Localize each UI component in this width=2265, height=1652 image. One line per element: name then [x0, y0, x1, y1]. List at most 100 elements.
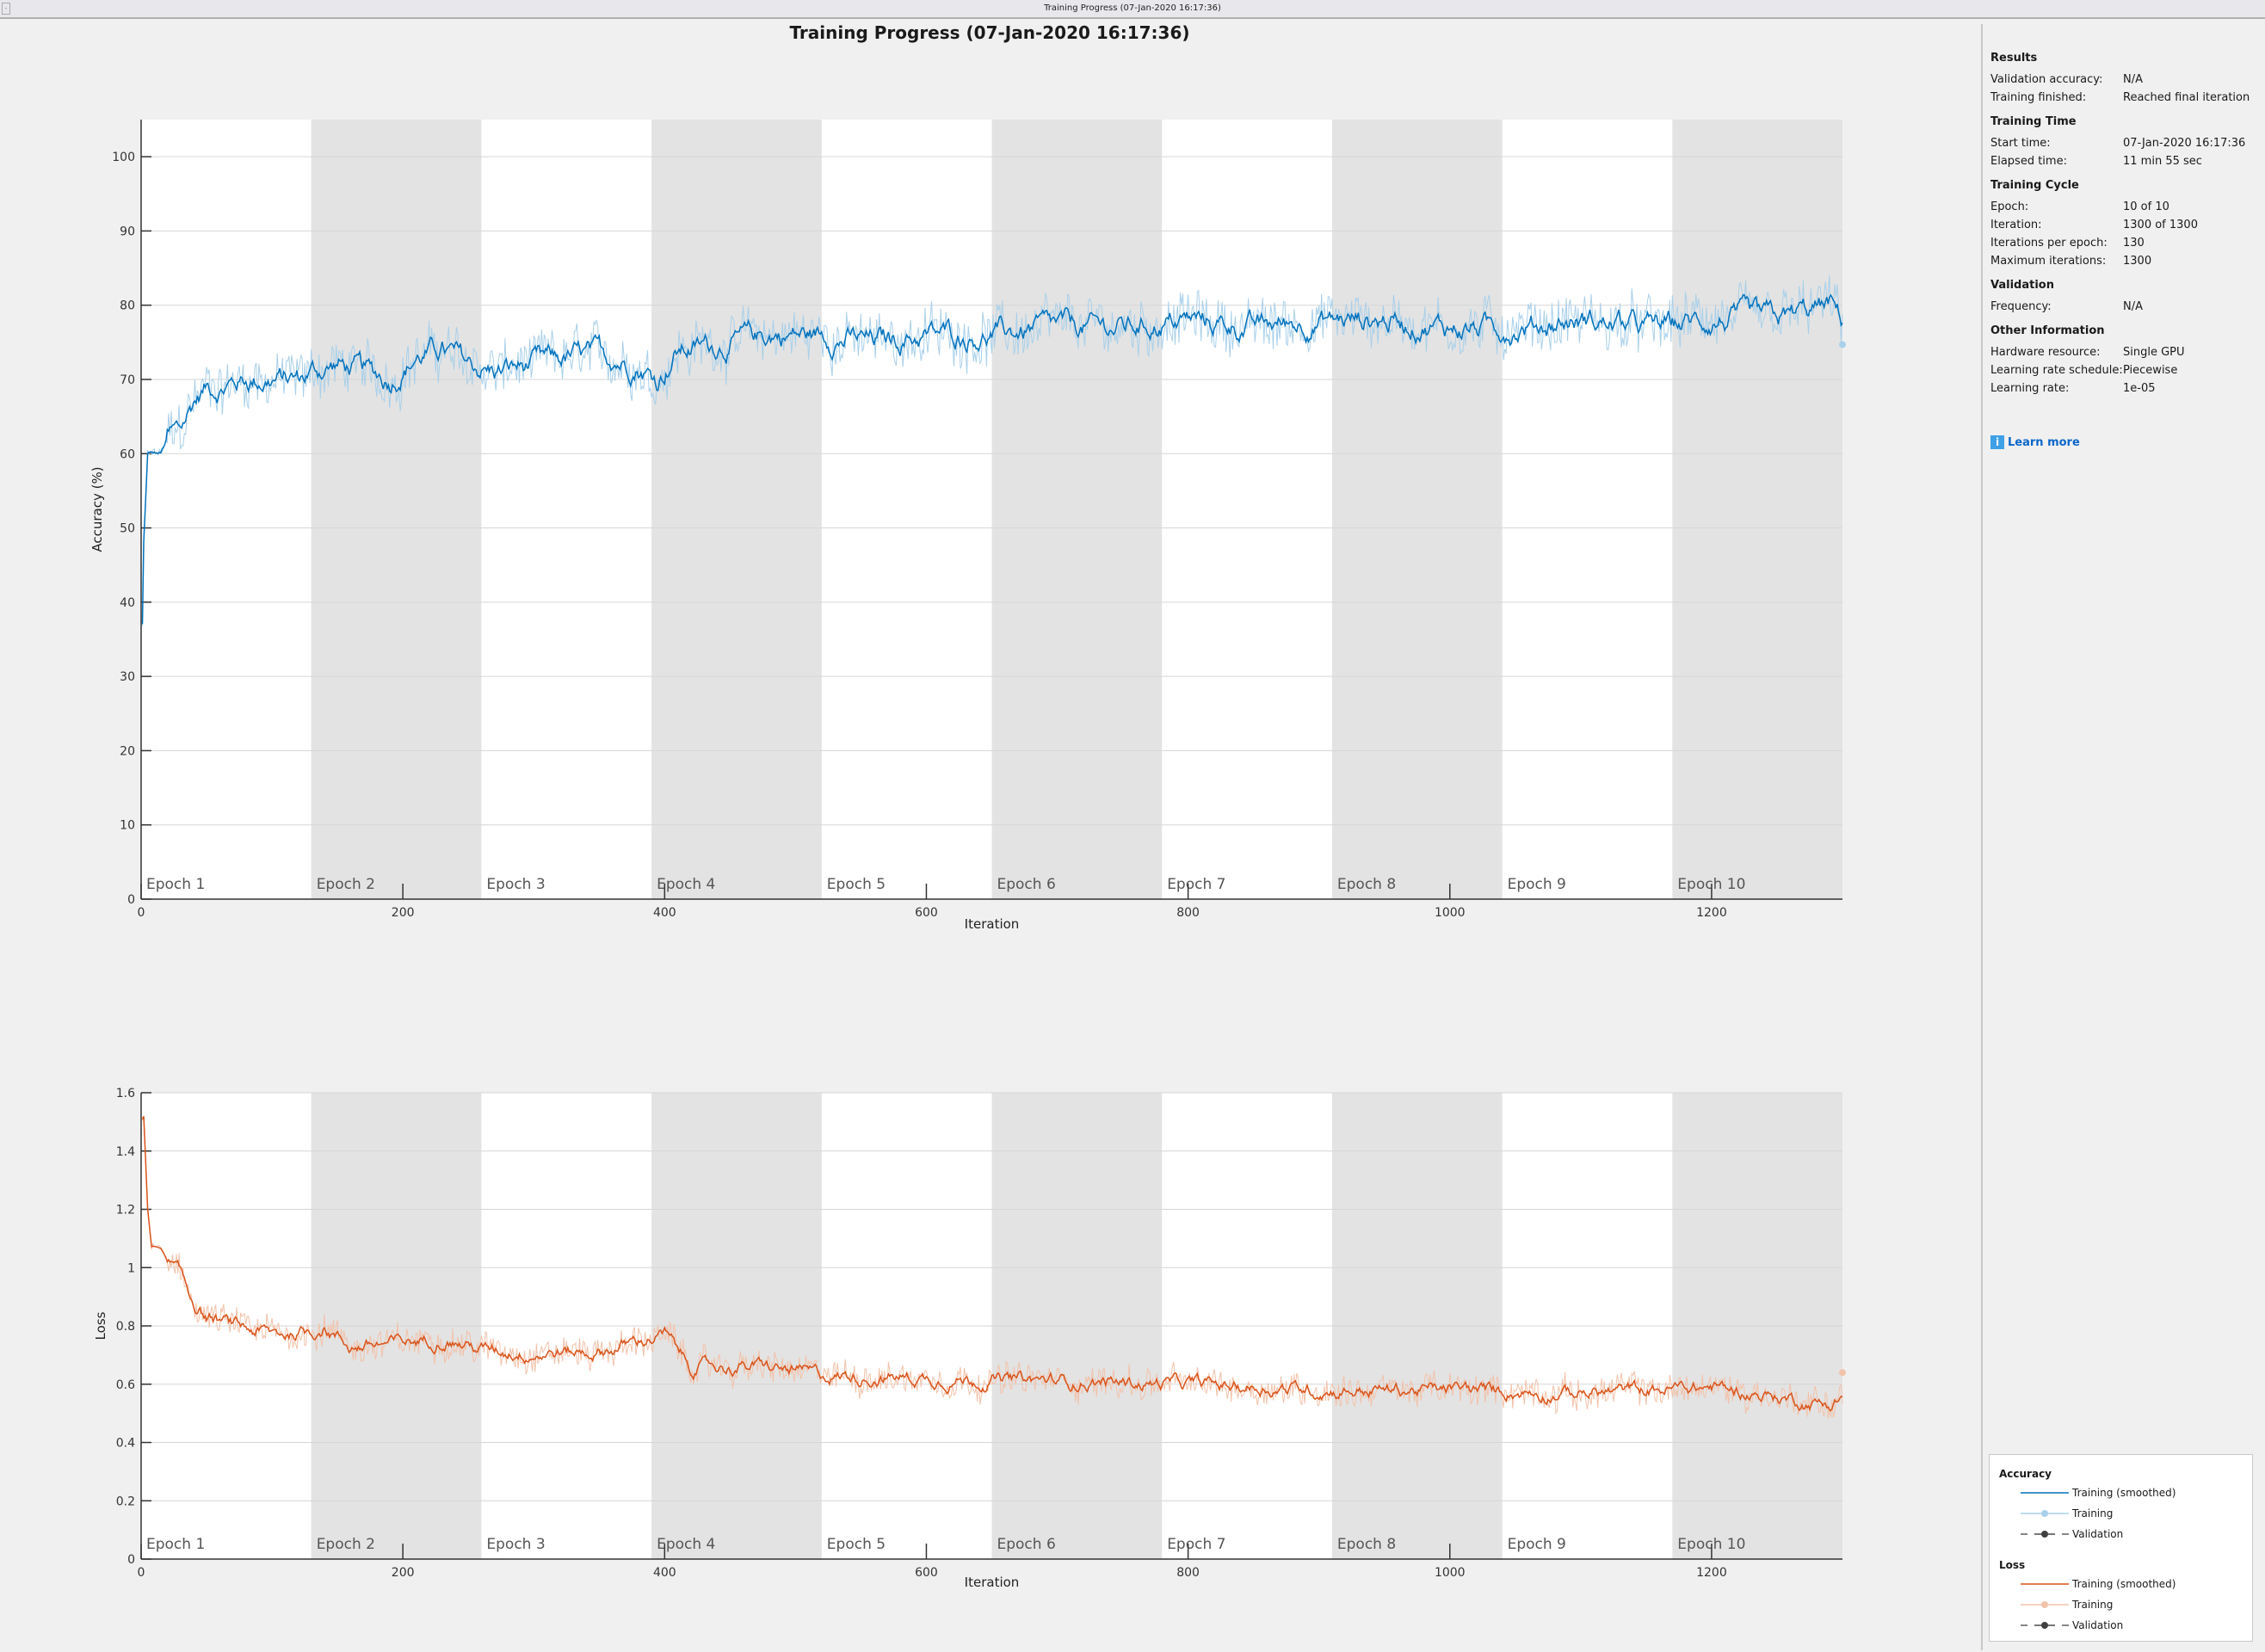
y-axis-label: Loss	[93, 1311, 108, 1340]
epoch-label: Epoch 6	[997, 876, 1056, 893]
training-progress-charts: Epoch 1 Epoch 2 Epoch 3 Epoch 4 Epoch 5 Epoch…	[89, 120, 1846, 1590]
y-tick-label: 70	[120, 373, 135, 387]
legend-loss-smoothed: Training (smoothed)	[1999, 1574, 2252, 1594]
y-tick-label: 80	[120, 299, 135, 313]
loss-plot: Epoch 1 Epoch 2 Epoch 3 Epoch 4 Epoch 5 Epoch…	[93, 1087, 1846, 1590]
y-tick-label: 0.8	[116, 1320, 135, 1334]
epoch-label: Epoch 9	[1508, 1536, 1566, 1553]
y-tick-label: 1.4	[116, 1145, 135, 1159]
info-label: Learning rate schedule:	[1990, 364, 2123, 377]
x-tick-label: 200	[392, 906, 415, 920]
section-title: Training Time	[1990, 115, 2077, 128]
epoch-label: Epoch 3	[486, 876, 545, 893]
x-axis-label: Iteration	[965, 916, 1020, 932]
x-tick-label: 1200	[1696, 1566, 1727, 1580]
y-tick-label: 1	[127, 1261, 135, 1275]
info-icon: i	[1990, 435, 2004, 449]
info-row: Start time: 07-Jan-2020 16:17:36	[1990, 134, 2263, 152]
x-tick-label: 0	[138, 1566, 145, 1580]
accuracy-final-marker	[1839, 341, 1846, 348]
legend-accuracy-title: Accuracy	[1999, 1468, 2052, 1480]
dashed-marker-icon	[2021, 1622, 2069, 1629]
y-tick-label: 60	[120, 447, 135, 461]
info-label: Maximum iterations:	[1990, 255, 2107, 268]
info-value: Single GPU	[2123, 346, 2185, 359]
legend-label: Training (smoothed)	[2072, 1487, 2176, 1499]
x-tick-label: 400	[653, 1566, 676, 1580]
epoch-label: Epoch 2	[317, 1536, 375, 1553]
x-tick-label: 1200	[1696, 906, 1727, 920]
legend-acc-smoothed: Training (smoothed)	[1999, 1482, 2252, 1503]
window-title: Training Progress (07-Jan-2020 16:17:36)	[1044, 3, 1221, 13]
epoch-label: Epoch 4	[657, 1536, 715, 1553]
line-icon	[2021, 1492, 2069, 1494]
info-value: 10 of 10	[2123, 200, 2169, 213]
y-tick-label: 0	[127, 1553, 135, 1567]
y-tick-label: 0.4	[116, 1437, 135, 1451]
loss-final-marker	[1839, 1369, 1846, 1377]
y-tick-label: 10	[120, 819, 135, 833]
legend-label: Training	[2072, 1507, 2114, 1519]
y-tick-label: 30	[120, 670, 135, 684]
info-label: Learning rate:	[1990, 382, 2070, 395]
info-label: Start time:	[1990, 137, 2051, 150]
y-tick-label: 1.6	[116, 1087, 135, 1100]
dashed-marker-icon	[2021, 1531, 2069, 1538]
legend: Accuracy Training (smoothed) Training Va…	[1989, 1454, 2253, 1642]
y-tick-label: 20	[120, 744, 135, 758]
learn-more-link[interactable]: i Learn more	[1990, 435, 2263, 449]
window-title-bar: - Training Progress (07-Jan-2020 16:17:3…	[0, 0, 2265, 19]
epoch-shade	[1672, 120, 1842, 899]
info-row: Hardware resource: Single GPU	[1990, 343, 2263, 361]
legend-loss-title: Loss	[1999, 1559, 2026, 1571]
epoch-label: Epoch 8	[1337, 876, 1396, 893]
epoch-label: Epoch 5	[827, 1536, 886, 1553]
loss-training-line	[142, 1116, 1843, 1420]
y-tick-label: 90	[120, 225, 135, 238]
line-marker-icon	[2021, 1601, 2069, 1608]
x-tick-label: 1000	[1435, 906, 1466, 920]
x-tick-label: 800	[1176, 906, 1200, 920]
x-tick-label: 600	[915, 1566, 938, 1580]
epoch-label: Epoch 1	[146, 1536, 205, 1553]
epoch-label: Epoch 9	[1508, 876, 1566, 893]
line-icon	[2021, 1583, 2069, 1585]
info-panel: Results Validation accuracy: N/A Training f…	[1981, 24, 2263, 1650]
info-value: 130	[2123, 237, 2145, 250]
info-label: Hardware resource:	[1990, 346, 2101, 359]
loss-smoothed-line	[141, 1116, 1843, 1412]
legend-loss-validation: Validation	[1999, 1615, 2252, 1636]
info-row: Validation accuracy: N/A	[1990, 71, 2263, 89]
y-tick-label: 0.6	[116, 1378, 135, 1392]
y-tick-label: 100	[112, 151, 135, 164]
epoch-label: Epoch 1	[146, 876, 205, 893]
epoch-label: Epoch 4	[657, 876, 715, 893]
x-tick-label: 800	[1176, 1566, 1200, 1580]
info-row: Learning rate: 1e-05	[1990, 379, 2263, 398]
info-value: Piecewise	[2123, 364, 2178, 377]
info-value: 11 min 55 sec	[2123, 155, 2202, 168]
info-label: Frequency:	[1990, 300, 2052, 313]
x-tick-label: 0	[138, 906, 145, 920]
info-row: Training finished: Reached final iteratio…	[1990, 89, 2263, 107]
info-value: N/A	[2123, 73, 2143, 86]
legend-label: Training	[2072, 1599, 2114, 1611]
epoch-shade	[1331, 120, 1503, 899]
y-tick-label: 0	[127, 893, 135, 907]
info-label: Validation accuracy:	[1990, 73, 2103, 86]
info-row: Epoch: 10 of 10	[1990, 198, 2263, 216]
info-value: Reached final iteration	[2123, 91, 2250, 104]
section-title: Results	[1990, 52, 2038, 65]
legend-label: Training (smoothed)	[2072, 1578, 2176, 1590]
info-row: Maximum iterations: 1300	[1990, 252, 2263, 270]
y-tick-label: 1.2	[116, 1204, 135, 1217]
legend-label: Validation	[2072, 1528, 2124, 1540]
epoch-label: Epoch 8	[1337, 1536, 1396, 1553]
epoch-label: Epoch 2	[317, 876, 375, 893]
x-axis-label: Iteration	[965, 1575, 1020, 1590]
y-tick-label: 0.2	[116, 1495, 135, 1508]
section-title: Validation	[1990, 279, 2054, 292]
accuracy-plot: Epoch 1 Epoch 2 Epoch 3 Epoch 4 Epoch 5 Epoch…	[89, 120, 1846, 932]
window-menu-button[interactable]: -	[2, 3, 10, 15]
epoch-shade	[651, 120, 822, 899]
